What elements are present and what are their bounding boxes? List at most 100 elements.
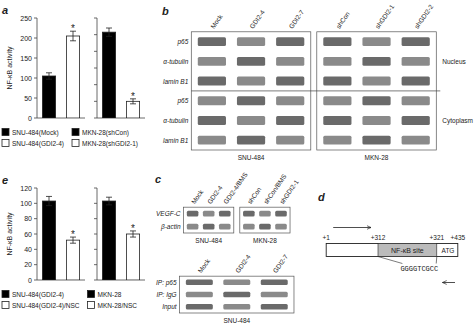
panel-letter: a <box>2 4 8 16</box>
reverse-arrow <box>442 282 455 283</box>
band <box>237 77 265 86</box>
blot-frame <box>240 207 290 233</box>
row-label: α-tubulin <box>163 117 188 124</box>
band <box>198 116 226 125</box>
band <box>198 37 226 46</box>
promoter <box>326 244 458 257</box>
band <box>323 57 351 66</box>
band <box>198 57 226 66</box>
y-tick <box>34 234 37 235</box>
y-tick <box>94 68 97 69</box>
legend-label: MKN-28(shCon) <box>82 129 129 137</box>
cell-label: SNU-484 <box>195 237 222 244</box>
band <box>223 280 250 286</box>
legend-swatch <box>72 140 79 147</box>
band <box>259 211 271 217</box>
band <box>323 77 351 86</box>
y-tick <box>94 264 97 265</box>
row-label: IP: p65 <box>156 279 177 287</box>
band <box>237 57 265 66</box>
band <box>186 280 213 286</box>
band <box>276 136 304 145</box>
lane-label: GDI2-7 <box>271 253 289 274</box>
lane-label: Mock <box>196 257 211 274</box>
y-tick-label: 0 <box>28 115 32 122</box>
lane-label: Mock <box>209 12 224 29</box>
y-tick <box>34 18 37 19</box>
diagram: NF-κB siteATG+1+312+321+435GGGGTCGCCd <box>318 191 465 283</box>
annotation: * <box>71 229 75 240</box>
band <box>219 211 231 217</box>
lane-label: shCon <box>335 10 352 30</box>
y-tick <box>34 218 37 219</box>
bar-chart: * <box>94 188 145 280</box>
position-label: +321 <box>429 234 444 241</box>
y-tick <box>34 264 37 265</box>
lane-label: shGDI2-1 <box>278 178 300 205</box>
y-tick <box>34 203 37 204</box>
bar-chart: 020406080100120*NF-κB activitye <box>2 174 85 284</box>
legend: MKN-28(shCon) MKN-28(shGDI2-1) <box>72 129 138 148</box>
row-label: IP: IgG <box>156 291 176 299</box>
bar <box>126 234 139 280</box>
band <box>362 116 390 125</box>
legend-label: MKN-28(shGDI2-1) <box>82 140 138 148</box>
band <box>203 211 215 217</box>
legend: SNU-484(Mock)SNU-484(GDI2-4) <box>2 129 64 148</box>
error-bar <box>46 73 52 79</box>
band <box>219 224 231 230</box>
band <box>323 37 351 46</box>
band <box>402 77 430 86</box>
y-tick-label: 20 <box>24 261 32 268</box>
blot-frame <box>184 207 234 233</box>
y-tick <box>94 18 97 19</box>
legend-swatch <box>72 129 79 136</box>
bar <box>102 201 115 280</box>
band <box>362 77 390 86</box>
band <box>275 211 287 217</box>
legend-swatch <box>2 129 9 136</box>
row-label: β-actin <box>160 223 181 231</box>
band <box>243 211 255 217</box>
panel-letter: c <box>155 173 161 185</box>
band <box>275 224 287 230</box>
section-divider <box>191 90 440 91</box>
error-bar <box>106 28 112 36</box>
legend-label: SNU-484(Mock) <box>12 129 59 137</box>
row-label: p65 <box>176 97 188 105</box>
lane-label: Mock <box>190 188 205 205</box>
y-tick-label: 50 <box>24 95 32 102</box>
band <box>186 304 213 310</box>
atg-label: ATG <box>442 247 455 254</box>
band <box>198 77 226 86</box>
band <box>362 37 390 46</box>
lane-label: GDI2-4 <box>248 8 266 29</box>
band <box>276 57 304 66</box>
plot-area <box>42 31 79 118</box>
annotation: * <box>131 223 135 234</box>
band <box>323 136 351 145</box>
connector <box>436 257 438 264</box>
legend: SNU-484(GDI2-4)SNU-484(GDI2-4)/NSC <box>2 291 80 310</box>
band <box>362 96 390 105</box>
y-tick-label: 150 <box>20 55 32 62</box>
y-tick <box>34 98 37 99</box>
y-tick-label: 250 <box>20 15 32 22</box>
connector <box>378 257 402 264</box>
band <box>259 224 271 230</box>
legend-swatch <box>88 302 95 309</box>
band <box>323 116 351 125</box>
y-tick-label: 100 <box>20 75 32 82</box>
blot: MockGDI2-4GDI2-7SNU-484IP: p65IP: IgGInp… <box>156 253 294 324</box>
cell-label: SNU-484 <box>238 154 265 161</box>
section-label: Cytoplasm <box>442 117 473 125</box>
band <box>402 96 430 105</box>
y-tick-label: 200 <box>20 35 32 42</box>
blot: MockGDI2-4GDI2-7SNU-484shConshGDI2-1shGD… <box>162 3 473 161</box>
y-tick-label: 120 <box>20 185 32 192</box>
y-tick <box>94 249 97 250</box>
y-axis-label: NF-κB activity <box>6 46 14 90</box>
annotation: * <box>71 23 75 34</box>
legend: MKN-28MKN-28/NSC <box>88 291 138 309</box>
site-box <box>378 244 437 257</box>
